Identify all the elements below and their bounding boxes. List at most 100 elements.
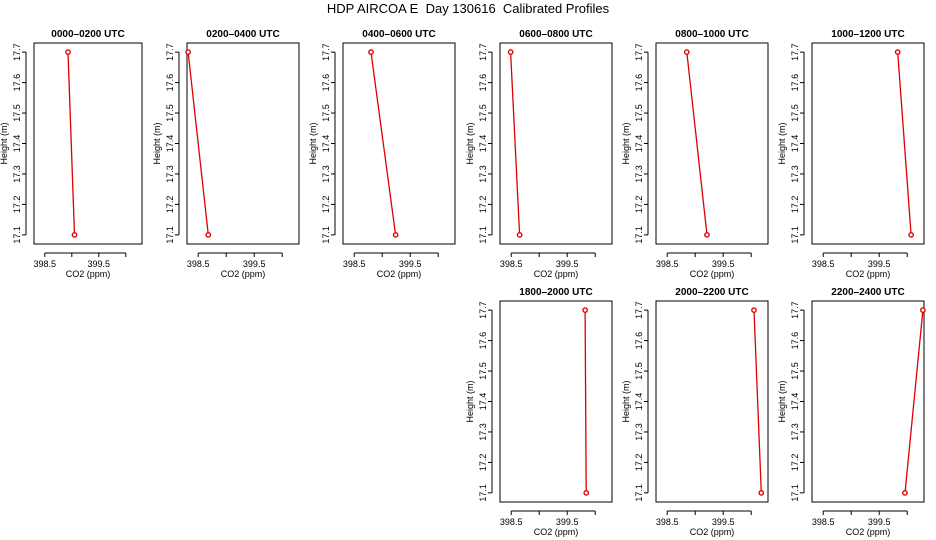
y-tick-label: 17.1 [790, 484, 800, 502]
y-tick-label: 17.6 [790, 332, 800, 350]
y-tick-label: 17.6 [790, 74, 800, 92]
x-axis-label: CO2 (ppm) [534, 269, 579, 279]
profile-line [67, 52, 76, 235]
x-tick-label: 398.5 [656, 259, 679, 269]
y-tick-label: 17.4 [165, 135, 175, 153]
y-tick-label: 17.3 [790, 165, 800, 183]
y-tick-label: 17.6 [478, 332, 488, 350]
y-axis-label: Height (m) [777, 380, 787, 422]
y-tick-label: 17.6 [165, 74, 175, 92]
x-tick-label: 399.5 [868, 259, 891, 269]
y-tick-label: 17.5 [478, 362, 488, 380]
plot-frame [33, 42, 143, 245]
x-axis-label: CO2 (ppm) [377, 269, 422, 279]
x-tick-label: 398.5 [34, 259, 57, 269]
y-tick-label: 17.2 [790, 196, 800, 214]
y-axis-label: Height (m) [308, 122, 318, 164]
y-tick-label: 17.3 [478, 165, 488, 183]
y-tick-label: 17.6 [321, 74, 331, 92]
y-tick-label: 17.1 [790, 226, 800, 244]
y-tick-label: 17.2 [634, 454, 644, 472]
x-tick-label: 399.5 [712, 517, 735, 527]
y-tick-label: 17.2 [478, 454, 488, 472]
x-tick-label: 398.5 [656, 517, 679, 527]
y-tick-label: 17.3 [790, 423, 800, 441]
y-tick-label: 17.7 [634, 301, 644, 319]
y-tick-label: 17.7 [165, 43, 175, 61]
y-axis-label: Height (m) [621, 122, 631, 164]
x-tick-label: 398.5 [187, 259, 210, 269]
y-tick-label: 17.1 [478, 226, 488, 244]
y-tick-label: 17.6 [634, 74, 644, 92]
data-point [392, 231, 399, 238]
data-point [683, 49, 690, 56]
y-tick-label: 17.4 [478, 393, 488, 411]
plot-frame [499, 42, 613, 245]
profile-line [584, 310, 587, 493]
y-tick-label: 17.7 [634, 43, 644, 61]
y-tick-label: 17.3 [12, 165, 22, 183]
y-tick-label: 17.5 [165, 104, 175, 122]
profile-line [509, 52, 521, 235]
y-tick-label: 17.4 [790, 135, 800, 153]
profile-line [686, 52, 708, 235]
y-tick-label: 17.5 [634, 104, 644, 122]
data-point [71, 231, 78, 238]
plot-frame [655, 300, 769, 503]
y-tick-label: 17.1 [12, 226, 22, 244]
y-tick-label: 17.1 [165, 226, 175, 244]
data-point [902, 489, 908, 496]
y-tick-label: 17.5 [478, 104, 488, 122]
data-point [65, 49, 71, 56]
y-axis-label: Height (m) [621, 380, 631, 422]
panel-title: 2200–2400 UTC [831, 287, 904, 298]
y-tick-label: 17.4 [12, 135, 22, 153]
panel-title: 0000–0200 UTC [51, 29, 124, 40]
x-tick-label: 399.5 [556, 517, 579, 527]
x-axis-label: CO2 (ppm) [221, 269, 266, 279]
y-tick-label: 17.7 [12, 43, 22, 61]
y-tick-label: 17.7 [478, 43, 488, 61]
data-point [751, 307, 757, 314]
y-tick-label: 17.4 [321, 135, 331, 153]
y-tick-label: 17.5 [790, 104, 800, 122]
plot-frame [655, 42, 769, 245]
data-point [758, 489, 765, 496]
y-tick-label: 17.1 [634, 484, 644, 502]
panel-title: 1000–1200 UTC [831, 29, 904, 40]
plot-frame [811, 300, 925, 503]
y-tick-label: 17.7 [790, 301, 800, 319]
y-tick-label: 17.5 [790, 362, 800, 380]
panel-title: 2000–2200 UTC [675, 287, 748, 298]
y-tick-label: 17.6 [634, 332, 644, 350]
x-tick-label: 399.5 [243, 259, 266, 269]
x-axis-label: CO2 (ppm) [66, 269, 111, 279]
data-point [704, 231, 710, 238]
y-axis-label: Height (m) [465, 122, 475, 164]
plot-frame [186, 42, 300, 245]
y-tick-label: 17.3 [634, 165, 644, 183]
profile-line [187, 52, 209, 235]
panel-title: 0200–0400 UTC [206, 29, 279, 40]
y-tick-label: 17.2 [634, 196, 644, 214]
y-tick-label: 17.4 [634, 393, 644, 411]
y-tick-label: 17.2 [478, 196, 488, 214]
y-tick-label: 17.7 [790, 43, 800, 61]
y-tick-label: 17.3 [478, 423, 488, 441]
y-tick-label: 17.2 [790, 454, 800, 472]
data-point [507, 49, 514, 56]
y-tick-label: 17.2 [321, 196, 331, 214]
y-tick-label: 17.7 [478, 301, 488, 319]
y-tick-label: 17.4 [478, 135, 488, 153]
y-tick-label: 17.2 [12, 196, 22, 214]
data-point [583, 489, 590, 496]
y-tick-label: 17.5 [12, 104, 22, 122]
x-tick-label: 398.5 [500, 517, 523, 527]
profile-line [753, 310, 762, 493]
y-tick-label: 17.2 [165, 196, 175, 214]
data-point [919, 307, 926, 314]
y-tick-label: 17.7 [321, 43, 331, 61]
